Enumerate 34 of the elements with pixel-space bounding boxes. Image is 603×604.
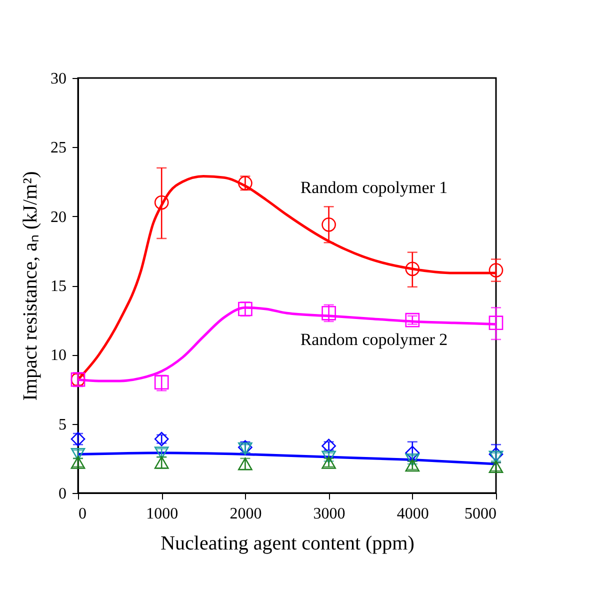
x-axis-title: Nucleating agent content (ppm)	[160, 532, 414, 554]
x-tick-label: 4000	[396, 506, 429, 522]
y-tick-label: 0	[58, 486, 66, 502]
y-axis-title: Impact resistance, aₙ (kJ/m²)	[20, 171, 42, 401]
annotation: Random copolymer 1	[300, 178, 448, 197]
y-tick-label: 30	[50, 70, 66, 88]
point	[488, 263, 504, 278]
point	[405, 446, 420, 460]
point	[154, 456, 169, 469]
point	[488, 316, 504, 330]
point	[322, 217, 336, 232]
y-tick-label: 15	[50, 278, 66, 295]
point	[488, 460, 504, 474]
x-tick-label: 2000	[230, 506, 262, 522]
point	[154, 375, 169, 390]
point	[70, 448, 86, 461]
point	[405, 262, 420, 276]
y-tick-label: 5	[58, 416, 66, 434]
x-tick-label: 0	[78, 506, 86, 522]
x-tick-label: 5000	[464, 506, 496, 522]
x-tick-label: 1000	[146, 506, 178, 522]
point	[405, 459, 420, 472]
x-tick-label: 3000	[313, 506, 346, 522]
point	[488, 450, 504, 464]
point	[322, 438, 336, 454]
y-tick-label: 25	[50, 140, 66, 157]
point	[405, 454, 420, 466]
point	[488, 447, 504, 462]
point	[70, 456, 86, 469]
point	[154, 195, 169, 210]
y-tick-label: 20	[50, 208, 66, 226]
point	[154, 446, 169, 460]
annotation: Random copolymer 2	[300, 330, 448, 349]
y-tick-label: 10	[50, 347, 66, 364]
